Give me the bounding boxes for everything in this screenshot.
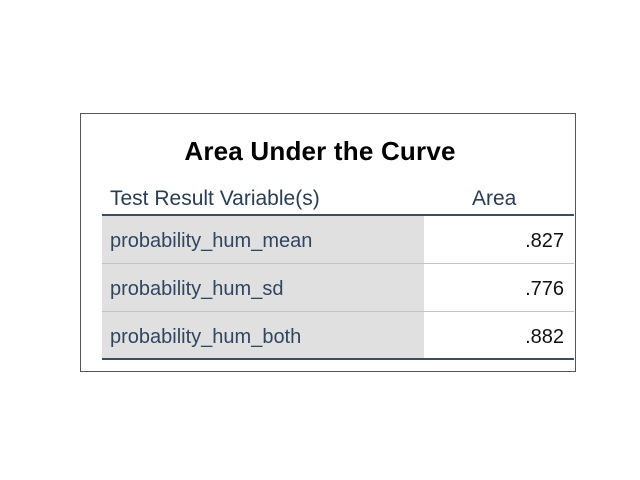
- table-row: probability_hum_mean .827: [102, 216, 574, 264]
- column-header-test-variable: Test Result Variable(s): [110, 187, 320, 210]
- auc-table: Test Result Variable(s) Area probability…: [102, 185, 574, 360]
- table-row: probability_hum_both .882: [102, 312, 574, 360]
- row-label-cell: probability_hum_mean: [102, 216, 424, 263]
- row-variable-label: probability_hum_sd: [110, 278, 284, 300]
- row-area-value: .776: [525, 278, 564, 300]
- table-row: probability_hum_sd .776: [102, 264, 574, 312]
- row-label-cell: probability_hum_both: [102, 312, 424, 358]
- row-variable-label: probability_hum_mean: [110, 230, 313, 252]
- table-title: Area Under the Curve: [184, 136, 456, 166]
- row-label-cell: probability_hum_sd: [102, 264, 424, 311]
- row-area-value: .882: [525, 326, 564, 348]
- row-variable-label: probability_hum_both: [110, 326, 302, 348]
- row-area-value: .827: [525, 230, 564, 252]
- table-header-row: Test Result Variable(s) Area: [102, 185, 574, 216]
- column-header-area: Area: [472, 187, 517, 210]
